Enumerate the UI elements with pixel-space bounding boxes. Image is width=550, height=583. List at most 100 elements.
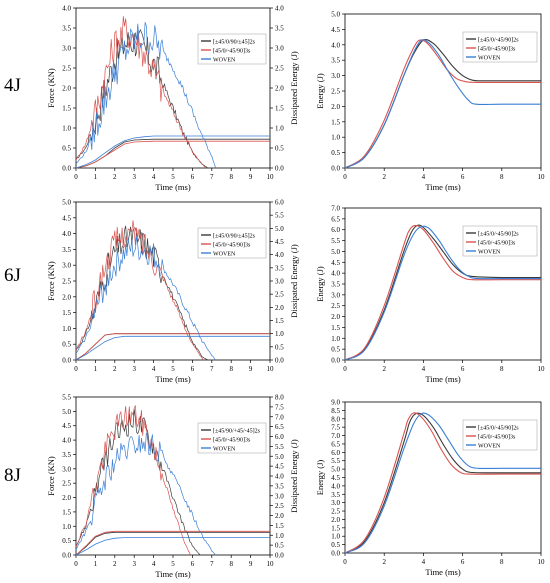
y2-tick-label: 2.5: [275, 65, 284, 73]
energy-series-line: [344, 39, 541, 169]
energy-series-line: [344, 412, 541, 554]
y-tick-label: 0.5: [331, 346, 340, 354]
force-series-line: [75, 220, 205, 361]
x-tick-label: 9: [249, 173, 253, 181]
legend-entry: WOVEN: [213, 446, 236, 452]
y-tick-label: 7.0: [331, 432, 340, 440]
y2-tick-label: 3.0: [275, 278, 284, 286]
y-tick-label: 2.5: [331, 88, 340, 96]
x-tick-label: 10: [538, 173, 546, 181]
y2-tick-label: 2.0: [275, 512, 284, 520]
y-tick-label: 4.5: [62, 214, 71, 222]
y-tick-label: 6.0: [331, 449, 340, 457]
dissipated-energy-line: [75, 333, 270, 361]
x-axis-label: Time (ms): [155, 182, 191, 192]
y2-tick-label: 6.0: [275, 199, 284, 207]
y-tick-label: 2.0: [331, 516, 340, 524]
dissipated-energy-line: [75, 333, 270, 361]
y-tick-label: 1.5: [331, 118, 340, 126]
legend-entry: WOVEN: [478, 443, 501, 449]
dissipated-energy-line: [75, 537, 270, 556]
y2-tick-label: 6.0: [275, 433, 284, 441]
y-tick-label: 1.5: [62, 508, 71, 516]
x-tick-label: 10: [538, 558, 546, 566]
y-tick-label: 0.5: [62, 145, 71, 153]
y-tick-label: 1.5: [331, 524, 340, 532]
chart-panel-3: 0 2 4 6 8 10 0.0 0.5 1.0 1.5 2.0 2.5 3.0 3.5 4.0 4.5 5.0…: [315, 205, 545, 385]
row-label-4j: 4J: [4, 75, 21, 96]
y-tick-label: 4.5: [331, 26, 340, 34]
y2-tick-label: 3.5: [275, 264, 284, 272]
y-tick-label: 2.0: [62, 494, 71, 502]
chart-panel-1: 0 2 4 6 8 10 0.0 0.5 1.0 1.5 2.0 2.5 3.0 3.5 4.0 4.5 5.0…: [315, 11, 545, 193]
legend-entry: [±45/0/-45/90]2s: [478, 425, 519, 431]
dissipated-energy-line: [75, 138, 270, 169]
y2-tick-label: 1.0: [275, 125, 284, 133]
x-tick-label: 4: [422, 173, 426, 181]
x-tick-label: 4: [422, 558, 426, 566]
y2-tick-label: 1.5: [275, 105, 284, 113]
y-tick-label: 6.0: [331, 226, 340, 234]
y-axis-label: Energy (J): [315, 73, 325, 109]
y-tick-label: 6.5: [331, 215, 340, 223]
y-tick-label: 3.5: [331, 491, 340, 499]
y-tick-label: 4.0: [331, 482, 340, 490]
x-tick-label: 1: [94, 365, 98, 373]
y-tick-label: 0.0: [331, 165, 340, 173]
y-tick-label: 0.5: [331, 541, 340, 549]
x-axis-label: Time (ms): [155, 569, 191, 579]
x-tick-label: 4: [152, 173, 156, 181]
energy-series-line: [344, 225, 541, 361]
y-tick-label: 4.0: [62, 437, 71, 445]
x-tick-label: 7: [210, 173, 214, 181]
y2-tick-label: 0.0: [275, 357, 284, 365]
y2-tick-label: 1.0: [275, 330, 284, 338]
x-tick-label: 4: [152, 365, 156, 373]
y-tick-label: 0.5: [62, 537, 71, 545]
y-tick-label: 5.0: [331, 248, 340, 256]
y2-tick-label: 5.0: [275, 225, 284, 233]
x-axis-label: Time (ms): [425, 374, 461, 384]
y-tick-label: 6.5: [331, 440, 340, 448]
x-tick-label: 2: [113, 560, 117, 568]
y2-tick-label: 0.0: [275, 165, 284, 173]
y2-tick-label: 0.0: [275, 552, 284, 560]
x-tick-label: 0: [343, 558, 347, 566]
y2-tick-label: 1.5: [275, 522, 284, 530]
dissipated-energy-line: [75, 530, 270, 556]
chart-panel-2: 0 1 2 3 4 5 6 7 8 9 100.00.51.01.52.02.53.03.54.04…: [46, 199, 299, 385]
y2-tick-label: 0.5: [275, 542, 284, 550]
x-tick-label: 5: [171, 560, 175, 568]
y-tick-label: 4.0: [331, 41, 340, 49]
x-tick-label: 8: [229, 173, 233, 181]
x-tick-label: 4: [422, 365, 426, 373]
x-tick-label: 1: [94, 173, 98, 181]
x-tick-label: 6: [191, 365, 195, 373]
y-tick-label: 3.0: [62, 262, 71, 270]
x-tick-label: 10: [267, 560, 275, 568]
y2-tick-label: 2.0: [275, 304, 284, 312]
y-tick-label: 0.0: [62, 552, 71, 560]
x-tick-label: 7: [210, 365, 214, 373]
x-tick-label: 6: [461, 365, 465, 373]
row-label-8j: 8J: [4, 465, 21, 486]
x-tick-label: 3: [132, 173, 136, 181]
legend: [±45/0/90/±45]2s [45/0/-45/90]3s WOVEN: [197, 33, 267, 65]
x-tick-label: 0: [74, 173, 78, 181]
y2-tick-label: 2.5: [275, 291, 284, 299]
legend-entry: WOVEN: [213, 57, 236, 63]
y-tick-label: 2.0: [62, 293, 71, 301]
y-tick-label: 1.5: [331, 324, 340, 332]
x-tick-label: 1: [94, 560, 98, 568]
legend: [±45/90/+45/-45]2s [45/0/-45/90]3s WOVEN: [197, 422, 267, 454]
energy-series-line: [344, 412, 541, 554]
energy-series-line: [344, 412, 542, 554]
energy-series-line: [344, 224, 541, 361]
y-tick-label: 8.0: [331, 415, 340, 423]
energy-series-line: [344, 39, 541, 169]
y2-tick-label: 4.5: [275, 463, 284, 471]
y-tick-label: 3.5: [331, 281, 340, 289]
x-tick-label: 10: [538, 365, 546, 373]
legend-entry: [45/0/-45/90]3s: [213, 242, 251, 248]
